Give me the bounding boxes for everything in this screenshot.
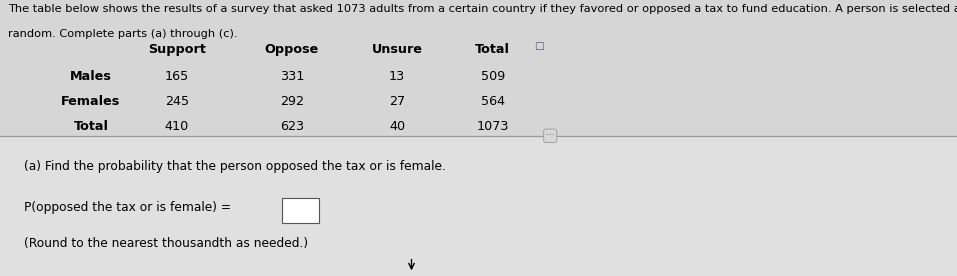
Text: Oppose: Oppose	[265, 43, 319, 56]
Text: 564: 564	[480, 95, 505, 108]
Text: 623: 623	[279, 120, 304, 133]
Text: □: □	[534, 41, 544, 51]
Text: (a) Find the probability that the person opposed the tax or is female.: (a) Find the probability that the person…	[24, 160, 446, 173]
Text: The table below shows the results of a survey that asked 1073 adults from a cert: The table below shows the results of a s…	[8, 4, 957, 14]
Text: Support: Support	[148, 43, 206, 56]
Text: 27: 27	[389, 95, 405, 108]
Text: 410: 410	[165, 120, 189, 133]
Text: Total: Total	[74, 120, 108, 133]
Text: 292: 292	[279, 95, 304, 108]
Text: Females: Females	[61, 95, 121, 108]
Text: 13: 13	[389, 70, 405, 83]
Bar	[0, 0, 957, 136]
Text: (Round to the nearest thousandth as needed.): (Round to the nearest thousandth as need…	[24, 237, 308, 250]
Text: 331: 331	[279, 70, 304, 83]
Text: random. Complete parts (a) through (c).: random. Complete parts (a) through (c).	[8, 29, 237, 39]
Text: Unsure: Unsure	[371, 43, 423, 56]
Text: 1073: 1073	[477, 120, 509, 133]
Text: Total: Total	[476, 43, 510, 56]
Bar	[282, 198, 319, 222]
Text: P(opposed the tax or is female) =: P(opposed the tax or is female) =	[24, 201, 231, 214]
Text: 40: 40	[389, 120, 405, 133]
Text: Males: Males	[70, 70, 112, 83]
Text: ···: ···	[545, 131, 555, 140]
Bar	[0, 136, 957, 276]
Text: 245: 245	[165, 95, 189, 108]
Text: 509: 509	[480, 70, 505, 83]
Text: 165: 165	[165, 70, 189, 83]
